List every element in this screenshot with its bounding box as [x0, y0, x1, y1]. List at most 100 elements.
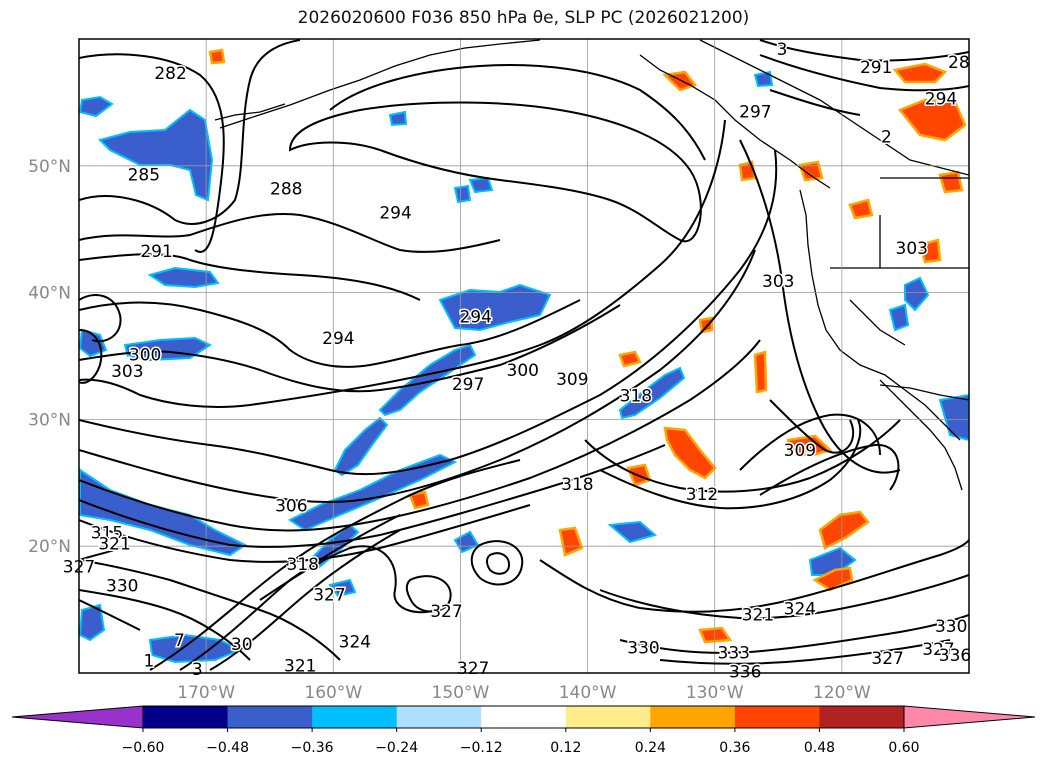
contour-321 — [79, 559, 341, 661]
contour-label: 327 — [457, 659, 489, 679]
colorbar-segment — [143, 706, 229, 728]
pos-patch — [208, 48, 226, 65]
neg-patch — [79, 603, 106, 642]
lat-tick-label: 20°N — [28, 537, 71, 557]
colorbar-tick-label: 0.12 — [550, 740, 581, 756]
bc-coast — [639, 54, 831, 189]
pos-patch — [618, 350, 642, 368]
contour-label: 28 — [948, 53, 970, 73]
contour-label: 2 — [881, 128, 892, 148]
pos-patch — [798, 160, 824, 182]
contour-ne-3 — [769, 89, 861, 116]
contour-327 — [79, 547, 121, 561]
contour-label: 327 — [313, 585, 345, 605]
pos-patch — [938, 170, 964, 194]
lon-tick-label: 170°W — [177, 683, 235, 703]
contour-label: 324 — [784, 599, 816, 619]
state-border — [849, 299, 906, 346]
colorbar-segment — [650, 706, 736, 728]
contour-321-b — [539, 539, 969, 613]
contour-312-a — [79, 339, 761, 532]
contour-label: 297 — [452, 375, 484, 395]
neg-patch — [618, 366, 686, 420]
contour-label: 303 — [762, 272, 794, 292]
pos-patch — [812, 566, 854, 592]
contour-label: 291 — [860, 58, 892, 78]
pos-patch — [408, 490, 430, 510]
contour-label: 285 — [128, 166, 160, 186]
contour-label: 291 — [140, 242, 172, 262]
neg-patch — [79, 328, 108, 358]
contour-labels: 2822852882912942942942973003003033033033… — [61, 39, 972, 685]
contour-315 — [79, 444, 666, 548]
colorbar-tick-label: −0.48 — [206, 740, 249, 756]
contour-294-b — [329, 64, 706, 161]
contour-jet-1 — [149, 459, 521, 671]
contour-label: 3 — [192, 660, 203, 680]
baja-coast — [879, 379, 963, 491]
contour-label: 336 — [939, 646, 971, 666]
contour-label: 333 — [718, 644, 750, 664]
contour-label: 303 — [111, 362, 143, 382]
contour-label: 321 — [742, 606, 774, 626]
neg-patch — [388, 110, 408, 127]
pos-patch — [818, 510, 870, 550]
contour-se-1 — [739, 413, 881, 471]
contour-label: 1 — [144, 651, 155, 671]
contour-label: 294 — [379, 204, 411, 224]
contour-ne-2 — [759, 54, 969, 92]
colorbar — [11, 705, 1036, 729]
contour-label: 294 — [459, 308, 491, 328]
contour-closed-2 — [405, 575, 452, 613]
colorbar-extend-low — [11, 705, 144, 729]
contour-label: 309 — [556, 370, 588, 390]
contour-label: 330 — [106, 577, 138, 597]
colorbar-segment — [819, 706, 905, 728]
contour-closed-low-2 — [486, 552, 511, 575]
contour-label: 324 — [339, 632, 371, 652]
contour-left-low — [79, 294, 122, 343]
contour-label: 330 — [935, 617, 967, 637]
contour-label: 327 — [922, 640, 954, 660]
alaska-coast — [214, 103, 286, 121]
contour-285 — [79, 39, 301, 225]
contour-282 — [79, 53, 225, 253]
contour-303-b — [739, 139, 901, 474]
lat-tick-label: 50°N — [28, 157, 71, 177]
contour-jet-2 — [179, 514, 401, 671]
contour-label: 300 — [507, 361, 539, 381]
contour-label: 321 — [98, 535, 130, 555]
positive-anomaly-patches — [208, 48, 967, 644]
contour-label: 306 — [275, 497, 307, 517]
anomaly-shading — [79, 48, 969, 664]
pos-patch — [897, 98, 967, 142]
pos-patch — [753, 350, 768, 394]
neg-patch — [904, 276, 930, 312]
contour-label: 330 — [627, 639, 659, 659]
longitude-tick-labels: 170°W 160°W 150°W 140°W 130°W 120°W — [177, 683, 871, 703]
colorbar-tick-label: 0.24 — [635, 740, 666, 756]
colorbar-tick-label: −0.36 — [291, 740, 334, 756]
lon-tick-label: 120°W — [813, 683, 871, 703]
colorbar-frame — [142, 705, 905, 729]
pos-patch — [918, 238, 942, 264]
neg-patch — [938, 393, 969, 442]
contour-312-b — [599, 419, 862, 510]
latitude-tick-labels: 20°N 30°N 40°N 50°N — [28, 157, 71, 557]
contour-label: 321 — [284, 656, 316, 676]
contour-label: 3 — [777, 40, 788, 60]
contour-label: 300 — [129, 346, 161, 366]
neg-patch — [79, 95, 114, 118]
colorbar-segment — [227, 706, 313, 728]
lon-tick-label: 130°W — [686, 683, 744, 703]
neg-patch — [453, 184, 472, 204]
us-west-coast — [799, 189, 961, 441]
contour-ne-1 — [759, 39, 969, 62]
theta-e-contours — [79, 39, 969, 671]
pos-patch — [738, 160, 757, 182]
contour-label: 312 — [686, 485, 718, 505]
colorbar-segment — [481, 706, 567, 728]
colorbar-tick-label: 0.60 — [888, 740, 919, 756]
